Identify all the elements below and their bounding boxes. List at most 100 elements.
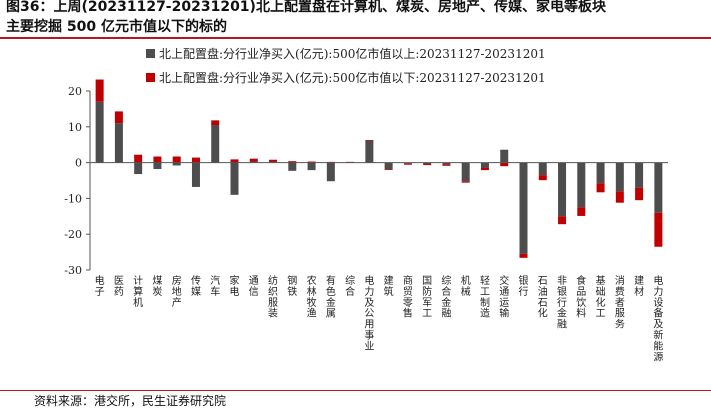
legend-label-1: 北上配置盘:分行业净买入(亿元):500亿市值以上:20231127-20231…: [159, 46, 546, 61]
x-category-label: 农林牧渔: [307, 274, 317, 320]
x-category-label: 交通运输: [499, 274, 509, 320]
bar-large-cap: [442, 162, 451, 165]
bar-large-cap: [191, 162, 200, 187]
title-rule: [0, 37, 711, 39]
x-category-label: 电子: [95, 274, 105, 298]
bar-large-cap: [384, 162, 393, 170]
x-category-label: 非银行金融: [557, 275, 567, 331]
bar-large-cap: [249, 161, 258, 163]
bar-large-cap: [596, 162, 605, 184]
bar-large-cap: [288, 162, 297, 171]
bar-small-cap: [480, 167, 489, 171]
bar-small-cap: [500, 162, 509, 167]
x-category-label: 传媒: [191, 275, 201, 298]
bar-small-cap: [538, 175, 547, 181]
bar-small-cap: [134, 154, 143, 163]
bar-large-cap: [153, 162, 162, 170]
y-tick-label: 20: [68, 85, 82, 98]
bar-small-cap: [423, 164, 432, 166]
x-category-label: 通信: [249, 275, 259, 298]
x-category-label: 轻工制造: [480, 274, 490, 320]
y-tick-label: -20: [64, 228, 82, 241]
bar-small-cap: [172, 156, 181, 163]
x-category-label: 机械: [461, 274, 471, 298]
bar-large-cap: [172, 162, 181, 166]
bar-large-cap: [230, 162, 239, 195]
bar-small-cap: [615, 191, 624, 203]
x-category-label: 石油石化: [538, 276, 548, 320]
bar-small-cap: [384, 169, 393, 170]
bar-large-cap: [615, 162, 624, 192]
bar-large-cap: [500, 149, 509, 163]
bar-small-cap: [269, 159, 278, 162]
x-category-label: 综合金融: [441, 274, 451, 320]
bar-small-cap: [230, 159, 239, 163]
x-category-label: 建筑: [384, 274, 394, 298]
y-tick-label: -10: [64, 192, 82, 205]
legend-swatch-1: [146, 49, 155, 58]
bar-small-cap: [114, 111, 123, 124]
bar-small-cap: [249, 158, 258, 162]
x-category-label: 银行: [519, 274, 529, 298]
bar-small-cap: [307, 161, 316, 163]
y-tick-label: -30: [64, 264, 82, 277]
bar-small-cap: [558, 216, 567, 225]
bar-small-cap: [654, 212, 663, 247]
bar-large-cap: [423, 162, 432, 165]
x-category-label: 基础化工: [596, 274, 606, 320]
x-category-label: 煤炭: [152, 274, 162, 298]
x-category-label: 医药: [114, 275, 124, 298]
x-category-label: 家电: [230, 274, 240, 298]
figure-title-line-1: 图36：上周(20231127-20231201)北上配置盘在计算机、煤炭、房地…: [6, 0, 606, 15]
figure-title: 图36：上周(20231127-20231201)北上配置盘在计算机、煤炭、房地…: [6, 0, 706, 37]
bar-small-cap: [635, 187, 644, 201]
bar-large-cap: [114, 123, 123, 163]
figure-title-line-2: 主要挖掘 500 亿元市值以下的标的: [6, 19, 227, 35]
bar-large-cap: [654, 162, 663, 213]
bar-small-cap: [442, 164, 451, 166]
bar-large-cap: [134, 162, 143, 175]
bar-small-cap: [596, 183, 605, 193]
bar-small-cap: [95, 79, 104, 102]
legend-swatch-2: [146, 73, 155, 82]
bar-small-cap: [577, 207, 586, 216]
bar-large-cap: [269, 161, 278, 163]
bar-large-cap: [635, 162, 644, 188]
x-category-label: 电力及公用事业: [364, 274, 374, 352]
source-rule: [0, 390, 711, 391]
bar-large-cap: [365, 140, 374, 163]
bar-large-cap: [538, 162, 547, 176]
x-category-label: 房地产: [172, 274, 182, 309]
bar-large-cap: [480, 162, 489, 168]
x-category-label: 国防军工: [422, 275, 432, 320]
x-category-label: 建材: [634, 274, 644, 298]
source-note: 资料来源：港交所，民生证券研究院: [34, 394, 227, 408]
bar-large-cap: [461, 162, 470, 182]
bar-small-cap: [211, 120, 220, 126]
x-category-label: 有色金属: [326, 274, 336, 320]
x-category-label: 综合: [345, 274, 355, 298]
x-category-label: 纺织服装: [268, 274, 278, 320]
x-category-label: 电力设备及新能源: [653, 274, 663, 363]
bar-large-cap: [403, 162, 412, 164]
bar-large-cap: [519, 162, 528, 254]
bar-large-cap: [95, 101, 104, 163]
x-category-label: 汽车: [210, 274, 220, 298]
bar-small-cap: [461, 181, 470, 183]
x-category-label: 钢铁: [287, 274, 297, 298]
bar-small-cap: [153, 156, 162, 163]
y-tick-label: 10: [68, 121, 82, 134]
bar-small-cap: [288, 161, 297, 163]
bar-small-cap: [365, 140, 374, 141]
bar-large-cap: [326, 162, 335, 182]
bar-large-cap: [307, 162, 316, 171]
bar-small-cap: [191, 157, 200, 163]
x-category-label: 食品饮料: [576, 274, 586, 320]
x-category-label: 商贸零售: [403, 274, 413, 320]
bar-small-cap: [403, 163, 412, 165]
bar-large-cap: [577, 162, 586, 208]
legend-label-2: 北上配置盘:分行业净买入(亿元):500亿市值以下:20231127-20231…: [159, 70, 546, 85]
x-category-label: 消费者服务: [615, 274, 625, 331]
bar-small-cap: [519, 253, 528, 258]
